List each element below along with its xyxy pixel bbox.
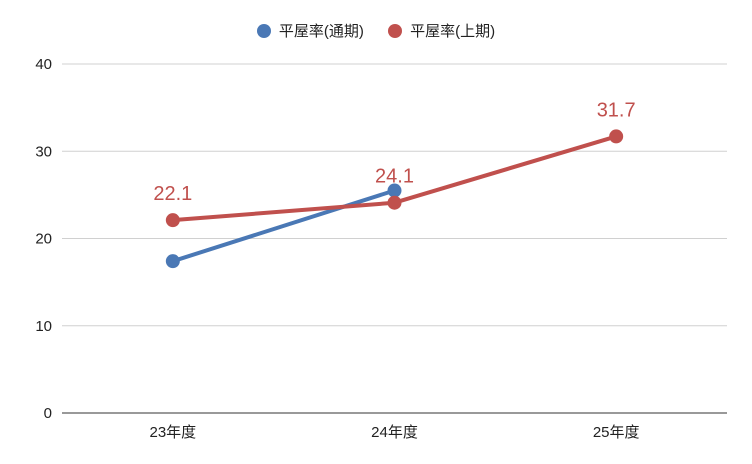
series-line-1 [172,188,396,264]
legend-label-series-1: 平屋率(通期) [278,23,364,40]
x-tick-label: 23年度 [149,424,196,441]
data-label: 22.1 [153,183,192,205]
x-tick-label: 25年度 [593,424,640,441]
y-tick-label: 30 [35,143,52,160]
data-point [165,254,180,269]
y-tick-label: 20 [35,231,52,248]
data-point [609,129,624,144]
legend-marker-series-1 [256,23,271,38]
data-point [387,195,402,210]
data-label: 24.1 [375,166,414,188]
legend-item-series-1: 平屋率(通期) [256,20,364,41]
series-group [165,129,624,269]
data-label: 31.7 [597,99,636,121]
legend-marker-series-2 [388,23,403,38]
x-tick-label: 24年度 [371,424,418,441]
y-tick-label: 0 [44,405,52,422]
y-tick-label: 10 [35,318,52,335]
gridlines [62,63,727,414]
legend-label-series-2: 平屋率(上期) [410,23,496,40]
y-axis-ticks: 0 10 20 30 40 [35,56,52,422]
data-point [387,183,402,198]
legend-item-series-2: 平屋率(上期) [388,20,495,41]
x-axis-ticks: 23年度 24年度 25年度 [149,424,639,441]
data-labels: 22.1 24.1 31.7 [153,99,635,205]
data-point [165,213,180,228]
y-tick-label: 40 [35,56,52,73]
chart-legend: 平屋率(通期) 平屋率(上期) [0,20,752,42]
